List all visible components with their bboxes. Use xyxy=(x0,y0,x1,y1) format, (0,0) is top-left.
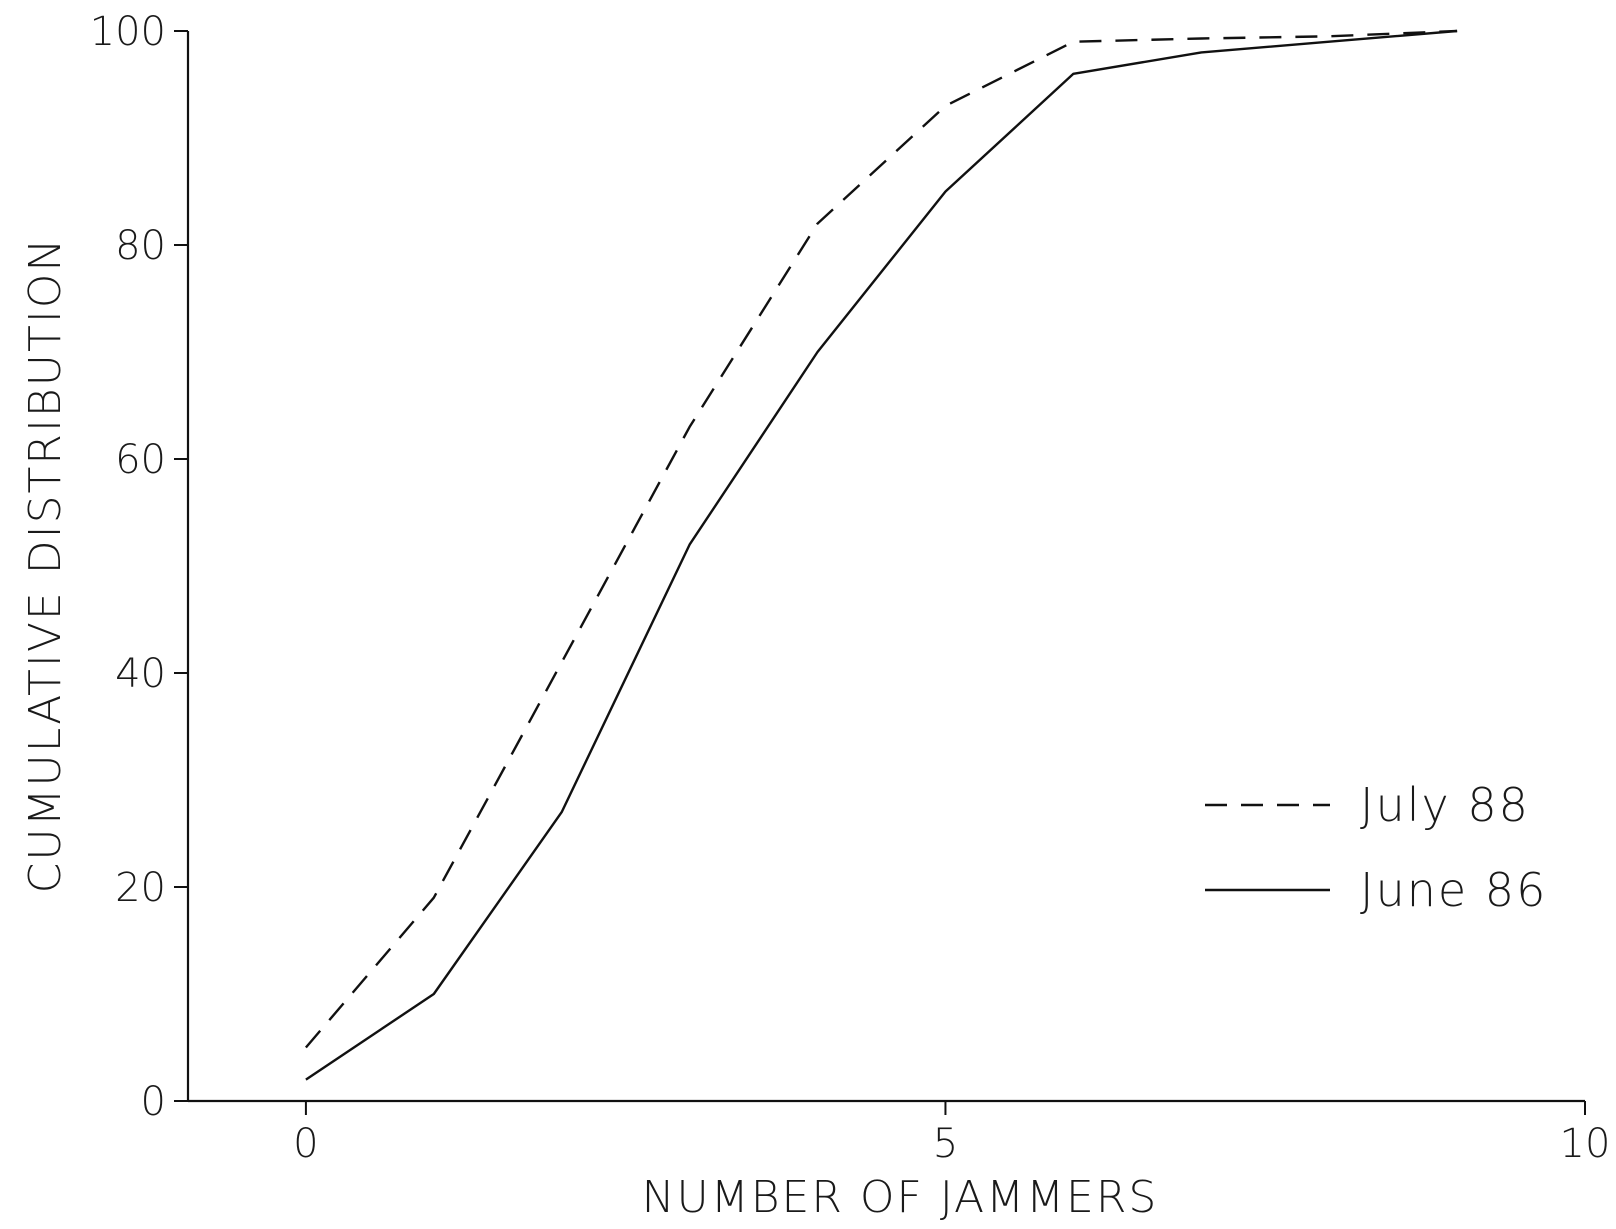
tick-labels: 0 20 40 60 80 100 0 5 10 xyxy=(90,9,1611,1167)
axes xyxy=(186,31,1585,1103)
series-line-2 xyxy=(305,29,1458,1081)
y-tick-label: 80 xyxy=(115,223,166,269)
tick-marks xyxy=(174,30,1586,1115)
y-axis-title: CUMULATIVE DISTRIBUTION xyxy=(20,237,71,894)
y-tick-label: 0 xyxy=(141,1079,166,1125)
series-line-1 xyxy=(304,29,1458,1049)
x-tick-label: 0 xyxy=(293,1121,318,1167)
y-tick-label: 100 xyxy=(90,9,166,55)
y-tick-label: 40 xyxy=(115,651,166,697)
series-lines xyxy=(304,29,1458,1081)
legend: July 88 June 86 xyxy=(1205,778,1547,917)
y-tick-label: 60 xyxy=(115,437,166,483)
x-axis-title: NUMBER OF JAMMERS xyxy=(642,1172,1159,1223)
legend-label-1: July 88 xyxy=(1360,778,1530,832)
x-tick-label: 10 xyxy=(1560,1121,1611,1167)
legend-label-2: June 86 xyxy=(1360,863,1547,917)
y-tick-label: 20 xyxy=(115,865,166,911)
x-tick-label: 5 xyxy=(933,1121,958,1167)
